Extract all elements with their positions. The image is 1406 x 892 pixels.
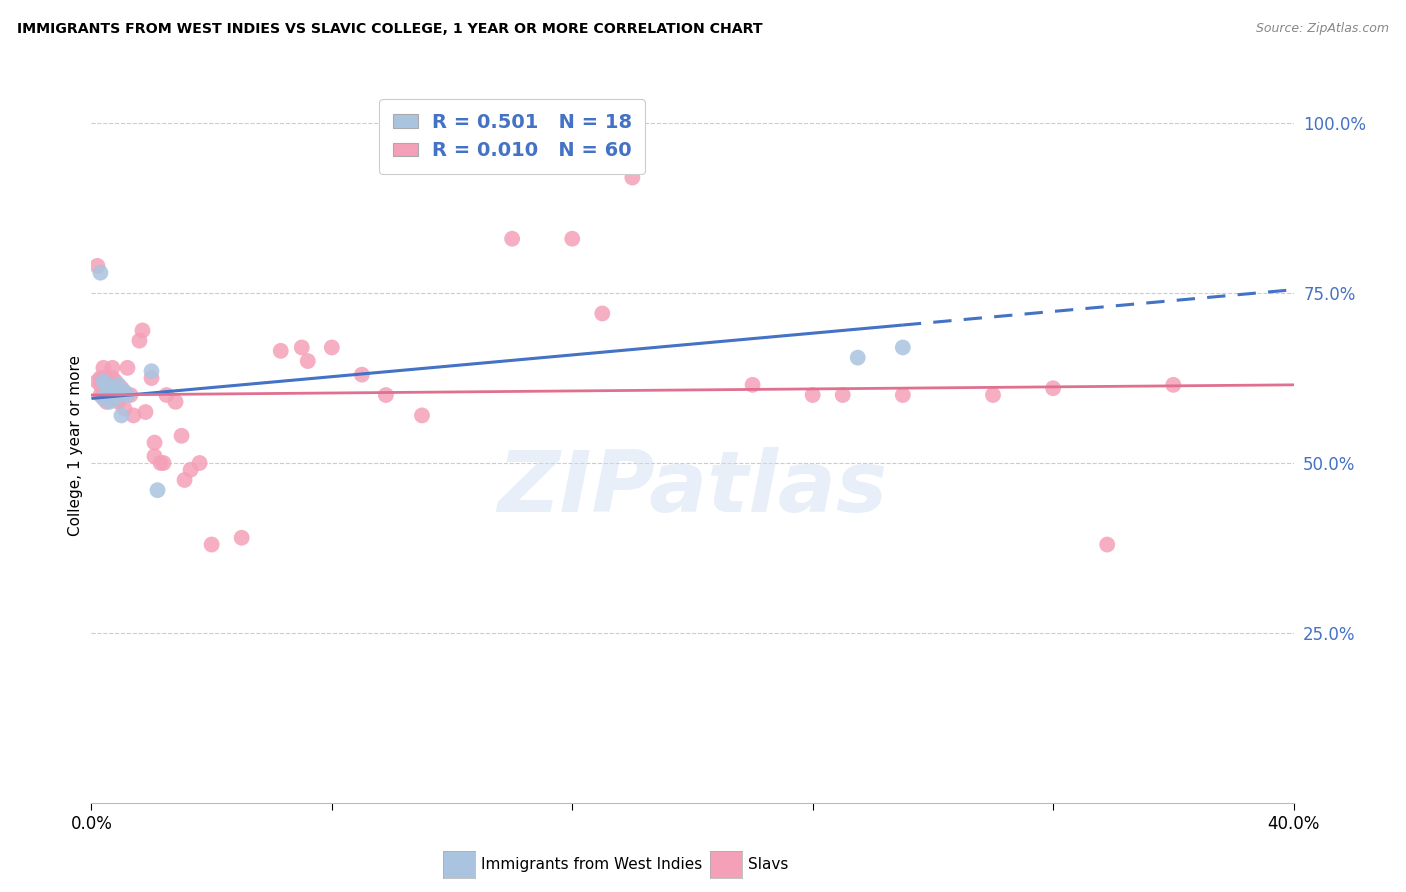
Text: Source: ZipAtlas.com: Source: ZipAtlas.com <box>1256 22 1389 36</box>
Point <box>89 377 111 392</box>
Point <box>98 384 121 399</box>
Point <box>89 266 111 280</box>
Point <box>846 351 869 365</box>
Point <box>591 306 613 320</box>
Text: ZIPatlas: ZIPatlas <box>498 447 887 531</box>
Point <box>96 377 118 392</box>
Point <box>98 394 121 409</box>
Point <box>801 388 824 402</box>
Text: Immigrants from West Indies: Immigrants from West Indies <box>481 857 702 871</box>
Point <box>831 388 853 402</box>
Point <box>122 409 145 423</box>
Point <box>117 388 139 402</box>
Point <box>143 449 166 463</box>
Point <box>86 259 108 273</box>
Point <box>146 483 169 498</box>
Point <box>173 473 195 487</box>
Point <box>104 392 127 406</box>
Point <box>89 371 111 385</box>
Point <box>89 388 111 402</box>
Point <box>149 456 172 470</box>
Point <box>152 456 174 470</box>
Point <box>155 388 177 402</box>
Point <box>131 323 153 337</box>
Point <box>1095 537 1118 551</box>
Text: Slavs: Slavs <box>748 857 789 871</box>
Point <box>141 364 163 378</box>
Point <box>170 429 193 443</box>
Point <box>291 341 314 355</box>
Point <box>321 341 343 355</box>
Point <box>101 381 124 395</box>
Point <box>101 371 124 385</box>
Point <box>188 456 211 470</box>
Point <box>101 360 124 375</box>
Point <box>86 375 108 389</box>
Point <box>104 375 127 389</box>
Point <box>104 392 127 406</box>
Point <box>621 170 644 185</box>
Point <box>120 388 142 402</box>
Point <box>374 388 396 402</box>
Point <box>96 388 118 402</box>
Point <box>114 384 136 399</box>
Point <box>1042 381 1064 395</box>
Point <box>141 371 163 385</box>
Point <box>201 537 224 551</box>
Point <box>110 381 132 395</box>
Point <box>114 401 136 416</box>
Point <box>98 375 121 389</box>
Point <box>96 388 118 402</box>
Point <box>96 377 118 392</box>
Point <box>93 360 115 375</box>
Point <box>180 463 202 477</box>
Point <box>93 384 115 399</box>
Point <box>101 388 124 402</box>
Point <box>96 375 118 389</box>
Point <box>741 377 763 392</box>
Point <box>1161 377 1184 392</box>
Point <box>165 394 187 409</box>
Point <box>297 354 319 368</box>
Point <box>107 377 129 392</box>
Point <box>891 341 914 355</box>
Point <box>561 232 583 246</box>
Point <box>270 343 292 358</box>
Point <box>501 232 523 246</box>
Point <box>117 360 139 375</box>
Point <box>143 435 166 450</box>
Point <box>107 394 129 409</box>
Point <box>134 405 156 419</box>
Point <box>98 375 121 389</box>
Point <box>350 368 373 382</box>
Legend: R = 0.501   N = 18, R = 0.010   N = 60: R = 0.501 N = 18, R = 0.010 N = 60 <box>380 99 645 174</box>
Text: IMMIGRANTS FROM WEST INDIES VS SLAVIC COLLEGE, 1 YEAR OR MORE CORRELATION CHART: IMMIGRANTS FROM WEST INDIES VS SLAVIC CO… <box>17 22 762 37</box>
Point <box>93 375 115 389</box>
Point <box>98 388 121 402</box>
Point <box>231 531 253 545</box>
Point <box>981 388 1004 402</box>
Point <box>411 409 433 423</box>
Point <box>96 394 118 409</box>
Y-axis label: College, 1 year or more: College, 1 year or more <box>67 356 83 536</box>
Point <box>128 334 150 348</box>
Point <box>93 371 115 385</box>
Point <box>891 388 914 402</box>
Point <box>110 409 132 423</box>
Point <box>93 392 115 406</box>
